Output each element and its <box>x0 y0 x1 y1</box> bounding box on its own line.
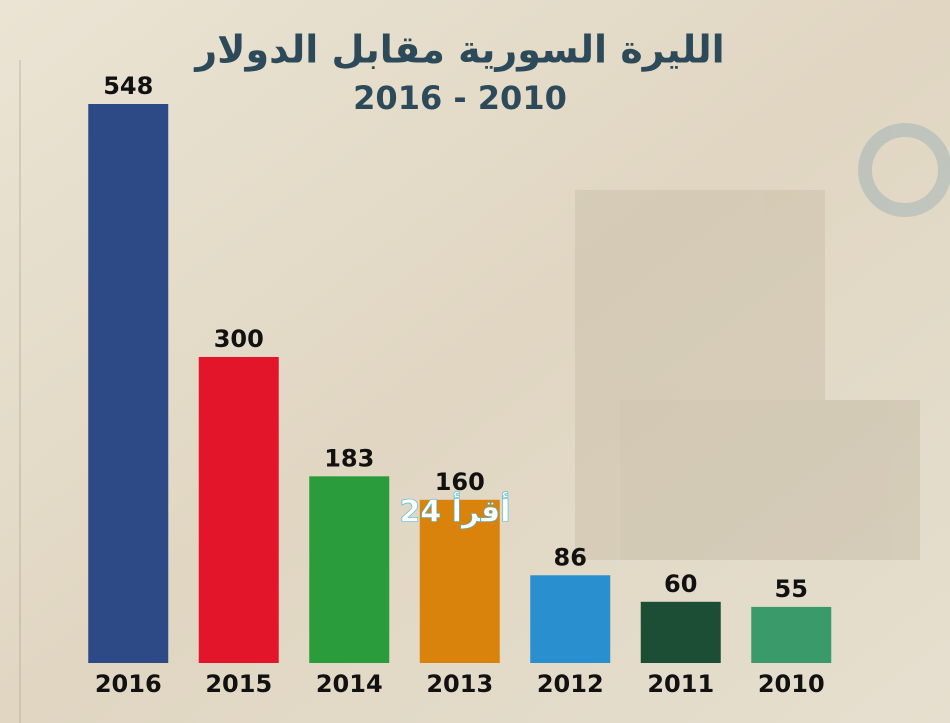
x-tick-label: 2013 <box>426 670 493 698</box>
value-label: 86 <box>554 543 587 571</box>
value-label: 160 <box>435 468 485 496</box>
bar <box>198 356 279 663</box>
value-label: 55 <box>775 575 808 603</box>
bar <box>309 476 390 663</box>
bar <box>88 104 169 663</box>
x-tick-label: 2010 <box>758 670 825 698</box>
watermark-logo: أقرأ 24 <box>399 492 510 530</box>
bar <box>530 575 611 663</box>
value-label: 60 <box>664 570 697 598</box>
bar <box>419 499 500 663</box>
x-tick-label: 2011 <box>647 670 714 698</box>
bar <box>751 606 832 663</box>
chart-title: الليرة السورية مقابل الدولار <box>193 28 724 73</box>
chart-subtitle: 2016 - 2010 <box>353 79 567 117</box>
value-label: 183 <box>324 444 374 472</box>
x-tick-label: 2014 <box>316 670 383 698</box>
x-tick-label: 2016 <box>95 670 162 698</box>
value-label: 300 <box>214 325 264 353</box>
x-tick-label: 2012 <box>537 670 604 698</box>
bar <box>640 601 721 663</box>
value-label: 548 <box>103 72 153 100</box>
banknote-decoration <box>19 60 950 723</box>
x-tick-label: 2015 <box>205 670 272 698</box>
